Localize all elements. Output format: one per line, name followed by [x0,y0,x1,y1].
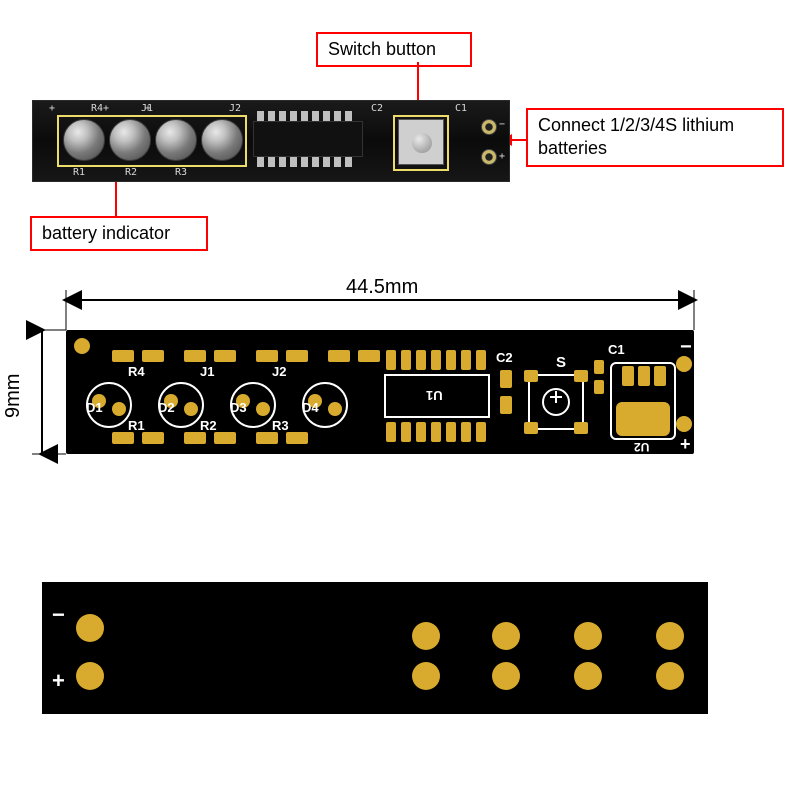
b2-r3a [256,432,278,444]
b2-u2-label: U2 [634,440,649,454]
b2-r2a [184,432,206,444]
b2-c2-b [500,396,512,414]
b2-r2b [214,432,236,444]
b3-minus: − [52,602,65,628]
b2-switch-plus-v [555,391,557,403]
b2-pad-x2 [358,350,380,362]
b2-d1-label: D1 [86,400,103,415]
b2-pad-j1b [214,350,236,362]
b2-d4-pad-b [328,402,342,416]
b2-d3-pad-b [256,402,270,416]
b2-r3-label: R3 [272,418,289,433]
b3-term-minus [76,614,104,642]
b3-p2a [492,622,520,650]
b2-r3b [286,432,308,444]
b2-corner-hole [74,338,90,354]
b2-pad-r4a [112,350,134,362]
height-label: 9mm [2,374,25,418]
pcb-top-silkscreen: R4 J1 J2 D1 D2 D3 D4 R1 R2 R3 U1 [66,330,694,454]
b2-u2-p1 [622,366,634,386]
b2-pad-j2a [256,350,278,362]
b3-p3a [574,622,602,650]
b3-p4b [656,662,684,690]
b2-d3-label: D3 [230,400,247,415]
b2-d1-pad-b [112,402,126,416]
b2-r1a [112,432,134,444]
b2-term-plus [676,416,692,432]
b2-s-pad-4 [574,422,588,434]
b2-s-pad-2 [574,370,588,382]
b2-d2-pad-b [184,402,198,416]
b3-term-plus [76,662,104,690]
b2-u2-tab [616,402,670,436]
pcb-back: − + [42,582,708,714]
b2-u1-label: U1 [426,388,443,403]
b2-s-pad-1 [524,370,538,382]
b2-term-minus [676,356,692,372]
b2-pad-j1a [184,350,206,362]
b2-d4-label: D4 [302,400,319,415]
b3-p1a [412,622,440,650]
b3-p3b [574,662,602,690]
b2-u2-p3 [654,366,666,386]
b2-r1-label: R1 [128,418,145,433]
b2-r4-label: R4 [128,364,145,379]
b2-pad-x1 [328,350,350,362]
b2-plus: + [680,434,691,455]
b2-c2-a [500,370,512,388]
width-label: 44.5mm [346,276,418,299]
b3-p4a [656,622,684,650]
b2-c1-label: C1 [608,342,625,357]
b2-s-label: S [556,354,566,371]
b2-c2-label: C2 [496,350,513,365]
b2-s-pad-3 [524,422,538,434]
b2-r1b [142,432,164,444]
b2-u2-p2 [638,366,650,386]
b3-plus: + [52,668,65,694]
b3-p2b [492,662,520,690]
b2-c1-b [594,380,604,394]
b2-pad-j2b [286,350,308,362]
b2-pad-r4b [142,350,164,362]
b2-r2-label: R2 [200,418,217,433]
b2-d2-label: D2 [158,400,175,415]
b2-j1-label: J1 [200,364,214,379]
b2-j2-label: J2 [272,364,286,379]
b3-p1b [412,662,440,690]
b2-c1-a [594,360,604,374]
